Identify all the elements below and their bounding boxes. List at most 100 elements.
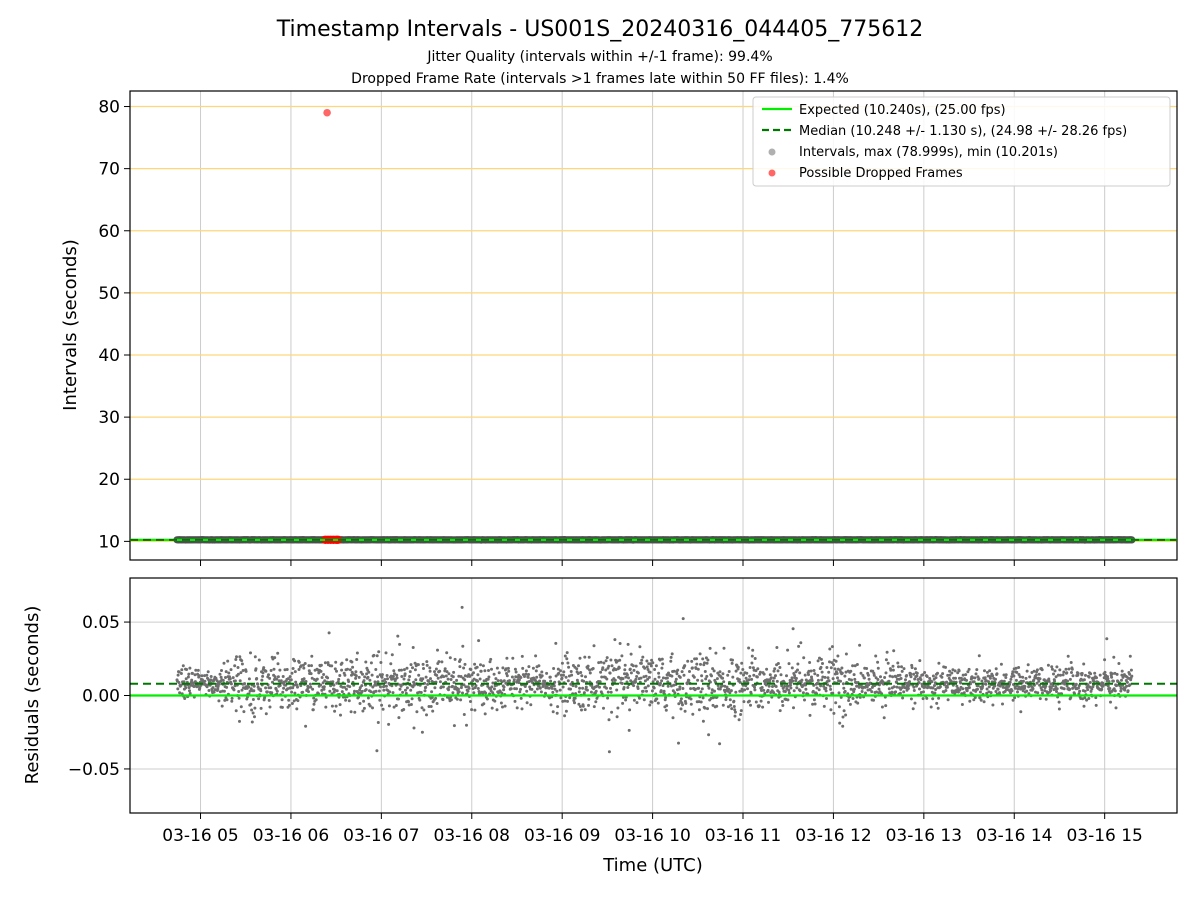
- residual-point: [1102, 683, 1105, 687]
- residual-point: [660, 657, 664, 661]
- residual-point: [998, 691, 1001, 695]
- residual-point: [628, 708, 632, 712]
- residual-point: [690, 659, 694, 663]
- residual-point: [626, 686, 630, 689]
- residual-point: [449, 698, 453, 702]
- residual-point: [721, 672, 725, 676]
- residual-point: [771, 685, 774, 688]
- residual-point: [1095, 676, 1098, 680]
- residual-point: [946, 698, 950, 702]
- residual-point: [276, 662, 280, 666]
- residual-point: [724, 698, 728, 702]
- residual-point: [327, 631, 331, 635]
- residual-point: [351, 665, 355, 669]
- intervals-y-tick-label: 30: [98, 408, 120, 428]
- residual-point: [813, 672, 817, 676]
- residual-point: [746, 687, 749, 691]
- residual-point: [689, 697, 693, 701]
- residual-point: [1010, 689, 1014, 693]
- residual-point: [918, 687, 921, 691]
- residual-point: [739, 713, 743, 716]
- residual-point: [188, 691, 192, 695]
- residual-point: [229, 682, 233, 686]
- residual-point: [400, 668, 403, 672]
- residual-point: [775, 646, 779, 649]
- residual-point: [1088, 681, 1092, 684]
- residual-point: [309, 685, 313, 689]
- x-tick-label: 03-16 15: [1066, 826, 1142, 846]
- residual-point: [435, 702, 439, 705]
- residual-point: [671, 716, 675, 720]
- residual-point: [699, 690, 703, 694]
- residual-point: [571, 684, 575, 688]
- residual-point: [748, 674, 752, 678]
- residual-point: [456, 687, 460, 691]
- residual-point: [547, 686, 551, 690]
- residual-point: [736, 665, 740, 669]
- residual-point: [879, 675, 882, 679]
- residual-point: [355, 651, 359, 655]
- residual-point: [909, 675, 913, 679]
- residual-point: [858, 643, 862, 647]
- residual-point: [627, 676, 630, 680]
- residual-point: [554, 641, 558, 645]
- residual-point: [850, 678, 853, 682]
- x-tick-label: 03-16 08: [434, 826, 510, 846]
- residual-point: [257, 697, 261, 701]
- residual-point: [868, 688, 872, 691]
- residual-point: [581, 686, 585, 690]
- residual-point: [971, 676, 975, 680]
- residual-point: [714, 651, 718, 655]
- residual-point: [587, 697, 591, 701]
- residual-point: [239, 671, 243, 675]
- residual-point: [1127, 676, 1130, 680]
- residual-point: [843, 689, 847, 693]
- residual-point: [374, 668, 378, 671]
- residual-point: [402, 708, 406, 711]
- residual-point: [582, 679, 586, 683]
- residual-point: [569, 687, 572, 691]
- residual-point: [293, 691, 297, 695]
- residual-point: [816, 678, 820, 682]
- residual-point: [931, 697, 935, 701]
- residual-point: [185, 668, 189, 671]
- residual-point: [882, 716, 886, 720]
- residual-point: [809, 669, 813, 673]
- residual-point: [841, 682, 845, 686]
- residual-point: [898, 673, 902, 677]
- residual-point: [691, 712, 695, 716]
- residual-point: [655, 697, 659, 701]
- residual-point: [688, 670, 691, 673]
- residual-point: [1071, 674, 1075, 678]
- residual-point: [602, 706, 605, 710]
- residual-point: [469, 668, 473, 671]
- residual-point: [264, 686, 268, 690]
- residual-point: [751, 666, 755, 670]
- residual-point: [377, 689, 381, 693]
- residual-point: [319, 669, 323, 673]
- residual-point: [1078, 689, 1082, 693]
- residual-point: [977, 654, 981, 658]
- residual-point: [967, 667, 971, 671]
- residual-point: [707, 733, 711, 737]
- residual-point: [182, 680, 186, 684]
- residual-point: [568, 696, 572, 700]
- residual-point: [852, 690, 856, 694]
- residual-point: [701, 696, 705, 700]
- residual-point: [435, 673, 439, 677]
- residual-point: [340, 690, 344, 694]
- residual-point: [1002, 679, 1006, 683]
- residual-point: [761, 705, 765, 709]
- residual-point: [772, 669, 776, 673]
- residual-point: [240, 659, 244, 663]
- residual-point: [176, 673, 180, 677]
- residual-point: [567, 665, 571, 669]
- residual-point: [364, 688, 368, 692]
- residual-point: [1027, 692, 1031, 696]
- residual-point: [645, 665, 649, 669]
- residual-point: [815, 686, 819, 690]
- residual-point: [766, 688, 770, 692]
- residual-point: [523, 675, 526, 678]
- residual-point: [891, 668, 895, 672]
- residual-point: [422, 708, 426, 712]
